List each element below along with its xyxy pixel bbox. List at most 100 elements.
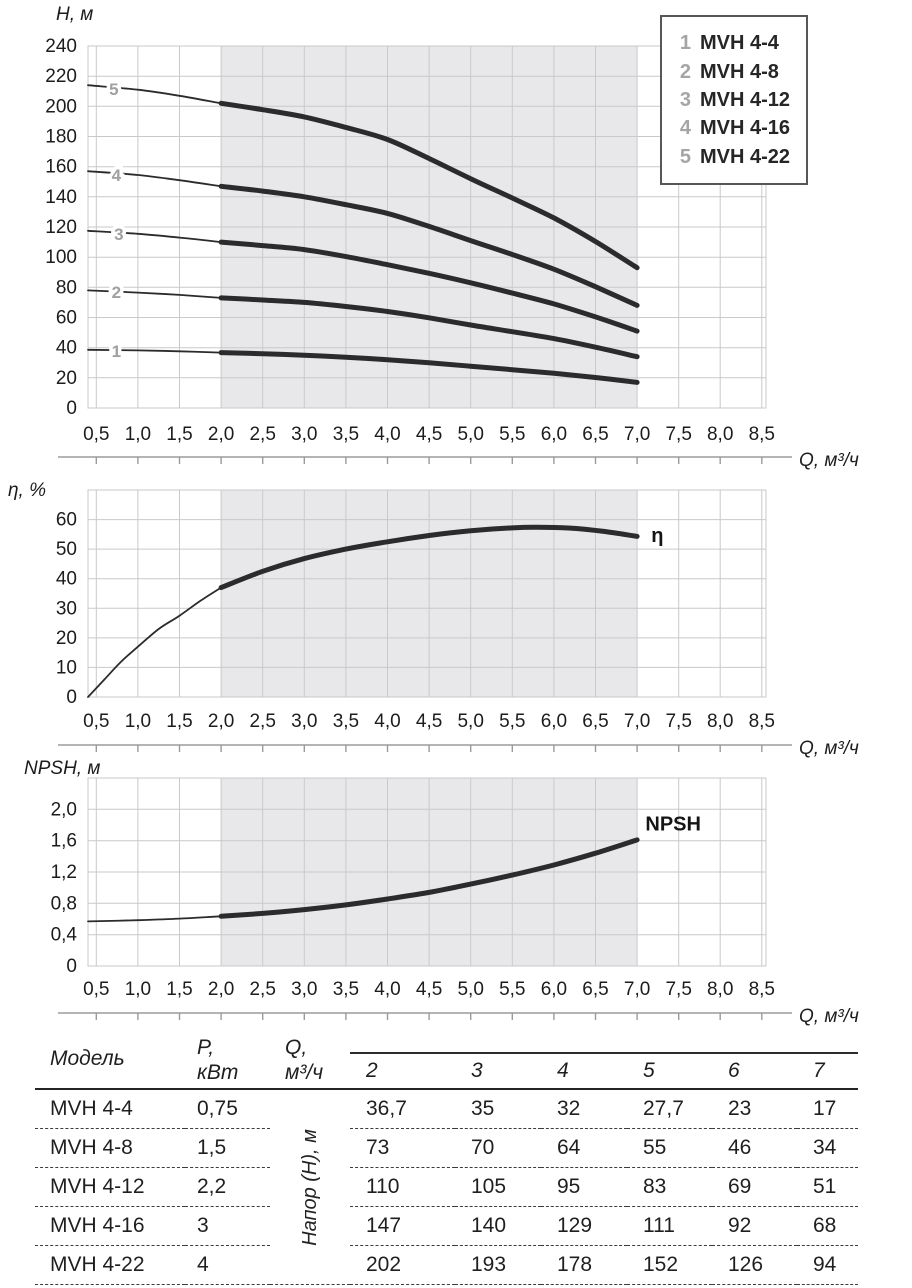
x-axis-tick-labels: 0,5 1,0 1,5 2,0 2,5 3,0 3,5 4,0 4,5 5,0 5,5 6,0 6,5 7…	[83, 979, 775, 1000]
head-value-cell-q2: 202	[350, 1246, 455, 1285]
y-tick-label: 0	[66, 398, 77, 419]
grid	[87, 489, 767, 698]
x-tick-label: 4,0	[374, 711, 400, 732]
x-axis-ruler	[58, 744, 792, 752]
head-value-cell-q3: 140	[455, 1207, 541, 1246]
head-label-spacer-cell	[270, 1090, 350, 1129]
x-tick-label: 4,5	[416, 424, 442, 445]
head-value-cell-q4: 178	[541, 1246, 627, 1285]
grid	[87, 777, 767, 967]
head-value-cell-q2: 110	[350, 1168, 455, 1207]
head-value-cell-q6: 69	[712, 1168, 797, 1207]
y-tick-label: 80	[56, 277, 77, 298]
table-header-row: Модель P, кВт Q, м³/ч 2 3 4 5 6 7	[35, 1030, 858, 1090]
y-tick-label: 140	[45, 187, 77, 208]
flow-header-5: 5	[643, 1059, 655, 1082]
curve-efficiency	[218, 524, 640, 591]
x-tick-label: 7,0	[624, 711, 650, 732]
x-axis-title: Q, м³/ч	[799, 450, 859, 470]
head-value-cell-q7: 51	[797, 1168, 858, 1207]
x-axis-tick-labels: 0,5 1,0 1,5 2,0 2,5 3,0 3,5 4,0 4,5 5,0 5,5 6,0 6,5 7…	[83, 711, 775, 732]
x-tick-label: 8,5	[749, 711, 775, 732]
y-tick-label: 2,0	[51, 799, 77, 820]
chart-title: H, м	[56, 4, 93, 25]
x-tick-label: 7,0	[624, 424, 650, 445]
curve-MVH 4-22-outside-duty	[87, 84, 222, 105]
table-row-mvh-4-4: MVH 4-4 0,75 36,7 35 32 27,7 23 17	[35, 1090, 858, 1129]
legend-model-name: MVH 4-8	[700, 60, 779, 83]
flow-header-6: 6	[728, 1059, 740, 1082]
y-tick-label: 0,4	[51, 925, 78, 946]
x-tick-label: 7,5	[665, 424, 691, 445]
head-value-cell-q5: 111	[627, 1207, 712, 1246]
y-tick-label: 40	[56, 569, 77, 590]
x-axis-title: Q, м³/ч	[799, 738, 859, 759]
legend-curve-number: 1	[679, 32, 691, 55]
y-tick-label: 60	[56, 510, 77, 531]
plot-border	[87, 489, 767, 698]
legend-model-name: MVH 4-4	[700, 32, 779, 55]
x-tick-label: 2,0	[208, 711, 234, 732]
grid	[87, 45, 767, 409]
head-value-cell-q6: 46	[712, 1129, 797, 1168]
power-cell: 3	[185, 1207, 270, 1246]
x-tick-label: 7,5	[665, 711, 691, 732]
curve-MVH 4-8-outside-duty	[87, 289, 222, 299]
curve-number-label-3: 3	[114, 225, 123, 244]
x-tick-label: 6,0	[541, 979, 567, 1000]
x-tick-label: 2,5	[249, 979, 275, 1000]
flow-header-line2: м³/ч	[285, 1061, 324, 1084]
curve-end-label-η: η	[651, 525, 663, 547]
y-tick-label: 20	[56, 628, 77, 649]
x-tick-label: 6,5	[582, 711, 608, 732]
x-tick-label: 6,0	[541, 424, 567, 445]
x-axis-title: Q, м³/ч	[799, 1006, 859, 1027]
y-tick-label: 30	[56, 598, 77, 619]
x-tick-label: 5,5	[499, 979, 525, 1000]
curve-MVH 4-22	[218, 100, 640, 271]
x-tick-label: 0,5	[83, 424, 109, 445]
y-tick-label: 240	[45, 36, 77, 57]
curve-MVH 4-16	[218, 183, 640, 308]
model-cell: MVH 4-8	[35, 1129, 185, 1168]
power-cell: 1,5	[185, 1129, 270, 1168]
y-tick-label: 0,8	[51, 893, 77, 914]
head-label-spacer-cell	[270, 1246, 350, 1285]
x-tick-label: 4,5	[416, 979, 442, 1000]
y-tick-label: 0	[66, 687, 77, 708]
head-value-cell-q4: 64	[541, 1129, 627, 1168]
head-value-cell-q5: 55	[627, 1129, 712, 1168]
x-tick-label: 4,5	[416, 711, 442, 732]
head-value-cell-q3: 193	[455, 1246, 541, 1285]
curve-number-label-1: 1	[112, 342, 121, 361]
x-tick-label: 3,5	[333, 979, 359, 1000]
legend-item-mvh-4-8: 2 MVH 4-8	[677, 62, 802, 82]
curve-number-label-5: 5	[109, 80, 118, 99]
x-tick-label: 0,5	[83, 979, 109, 1000]
flow-values-header-row: 2 3 4 5 6 7	[350, 1054, 858, 1083]
flow-header-2: 2	[366, 1059, 378, 1082]
curve-NPSH	[218, 837, 640, 919]
y-tick-label: 220	[45, 66, 77, 87]
curve-number-label-2: 2	[112, 283, 121, 302]
head-label-spacer-cell	[270, 1168, 350, 1207]
efficiency-chart: 0,5 1,0 1,5 2,0 2,5 3,0 3,5 4,0 4,5 5,0 5,5 6,0 6,5 7…	[8, 480, 859, 759]
head-value-cell-q7: 17	[797, 1090, 858, 1129]
flow-values-header-group: 2 3 4 5 6 7	[350, 1052, 858, 1088]
head-value-cell-q7: 94	[797, 1246, 858, 1285]
legend-item-mvh-4-16: 4 MVH 4-16	[677, 118, 802, 138]
curve-MVH 4-4	[218, 350, 640, 385]
chart-title: η, %	[8, 480, 46, 501]
npsh-chart: 0,5 1,0 1,5 2,0 2,5 3,0 3,5 4,0 4,5 5,0 5,5 6,0 6,5 7…	[24, 760, 859, 1027]
y-tick-label: 0	[66, 956, 77, 977]
x-tick-label: 2,0	[208, 979, 234, 1000]
legend-curve-number: 5	[679, 145, 691, 168]
head-value-cell-q6: 92	[712, 1207, 797, 1246]
legend-item-mvh-4-4: 1 MVH 4-4	[677, 33, 802, 53]
table-row-mvh-4-8: MVH 4-8 1,5 73 70 64 55 46 34	[35, 1129, 858, 1168]
legend-curve-number: 4	[679, 117, 691, 140]
y-tick-label: 60	[56, 308, 77, 329]
x-tick-label: 5,5	[499, 424, 525, 445]
y-tick-label: 50	[56, 539, 77, 560]
flow-header-4: 4	[557, 1059, 569, 1082]
